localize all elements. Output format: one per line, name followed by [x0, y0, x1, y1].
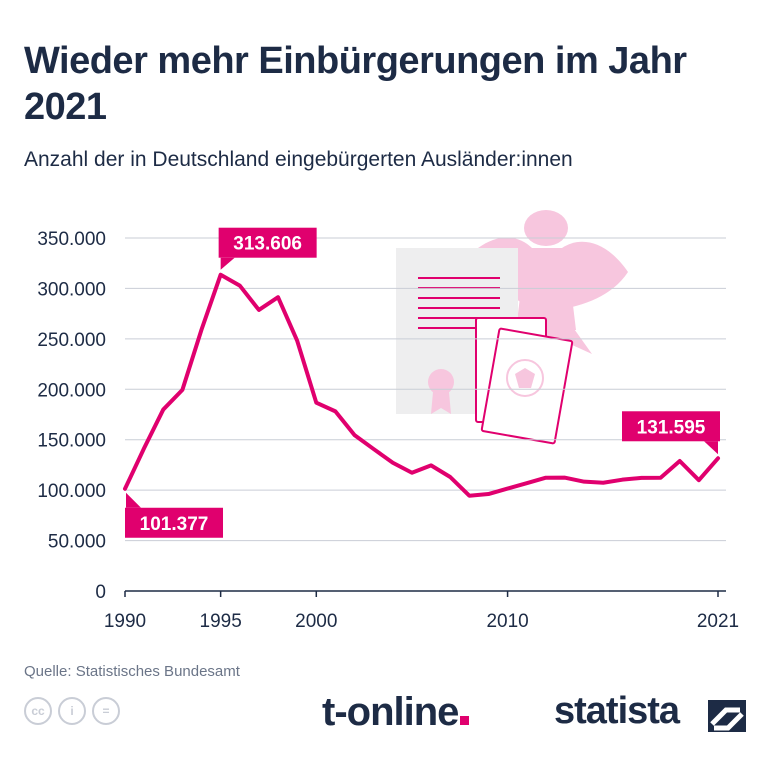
source-note: Quelle: Statistisches Bundesamt	[24, 663, 240, 680]
y-tick-label: 100.000	[37, 481, 106, 502]
series	[123, 272, 720, 498]
t-online-logo: t-online	[322, 690, 470, 735]
license-icons: cc i =	[24, 697, 120, 725]
y-tick-label: 150.000	[37, 431, 106, 452]
chart-title: Wieder mehr Einbürgerungen im Jahr 2021	[24, 40, 687, 128]
callout-pointer	[126, 492, 141, 508]
passport-icon	[475, 317, 574, 445]
x-tick-label: 1990	[104, 611, 146, 632]
data-label: 101.377	[140, 514, 209, 535]
x-tick-label: 2010	[486, 611, 528, 632]
person-icon: i	[58, 697, 86, 725]
y-tick-label: 250.000	[37, 330, 106, 351]
x-tick-label: 1995	[200, 611, 242, 632]
data-label: 131.595	[637, 417, 706, 438]
callout-box	[125, 507, 223, 538]
x-tick-label: 2021	[697, 611, 739, 632]
chart-subtitle: Anzahl der in Deutschland eingebürgerten…	[24, 148, 573, 171]
y-tick-label: 350.000	[37, 229, 106, 250]
y-tick-label: 0	[95, 582, 106, 603]
cc-icon: cc	[24, 697, 52, 725]
callout-box	[218, 227, 317, 258]
callout-box	[622, 411, 720, 442]
statista-mark-icon	[708, 700, 746, 732]
t-online-text: t-online	[322, 690, 459, 734]
y-tick-label: 300.000	[37, 279, 106, 300]
x-axis: 1990 1995 2000 2010 2021	[104, 591, 739, 632]
annotations: 101.377 313.606 131.595	[125, 227, 720, 538]
y-tick-label: 200.000	[37, 380, 106, 401]
callout-pointer	[220, 257, 235, 270]
equals-icon: =	[92, 697, 120, 725]
callout-pointer	[704, 441, 718, 455]
series-line	[123, 272, 720, 498]
x-tick-label: 2000	[295, 611, 337, 632]
y-axis: 0 50.000 100.000 150.000 200.000 250.000 300.0…	[37, 229, 106, 603]
statista-logo: statista	[554, 690, 680, 732]
illustration	[396, 210, 628, 445]
t-online-dot	[460, 716, 470, 725]
y-tick-label: 50.000	[48, 532, 106, 553]
data-label: 313.606	[233, 234, 302, 255]
